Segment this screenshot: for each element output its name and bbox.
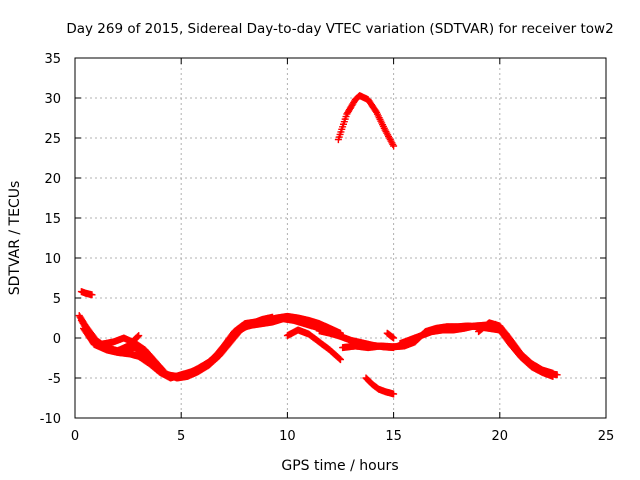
data-point <box>135 332 143 340</box>
y-tick-label: 15 <box>44 212 61 227</box>
series-arc-11 <box>362 374 398 398</box>
x-tick-label: 0 <box>71 429 79 444</box>
series-arc-8 <box>334 92 398 150</box>
data-points <box>75 92 561 398</box>
plot-frame <box>74 57 607 419</box>
data-point <box>389 140 397 148</box>
y-tick-label: 30 <box>44 92 61 107</box>
series-arc-12 <box>383 329 398 342</box>
x-tick-label: 5 <box>177 429 185 444</box>
series-arc-7 <box>283 326 344 364</box>
y-tick-label: 35 <box>44 52 61 67</box>
x-tick-label: 20 <box>492 429 509 444</box>
y-tick-label: -5 <box>48 372 61 387</box>
data-point <box>390 334 398 342</box>
x-tick-label: 10 <box>279 429 296 444</box>
chart-title: Day 269 of 2015, Sidereal Day-to-day VTE… <box>66 21 613 37</box>
data-point <box>336 355 344 363</box>
y-tick-label: 0 <box>53 332 61 347</box>
data-point <box>134 332 142 340</box>
y-tick-label: 25 <box>44 132 61 147</box>
y-tick-labels: -10 -5 0 5 10 15 20 25 30 35 <box>40 52 61 427</box>
y-axis-label: SDTVAR / TECUs <box>7 181 23 296</box>
x-axis-label: GPS time / hours <box>281 458 398 474</box>
y-tick-label: 10 <box>44 252 61 267</box>
data-point <box>553 371 561 379</box>
series-arc-1 <box>77 288 96 299</box>
y-tick-label: 20 <box>44 172 61 187</box>
x-tick-label: 15 <box>385 429 402 444</box>
data-point <box>88 291 96 299</box>
series-arc-15 <box>475 319 557 377</box>
data-point <box>549 369 557 377</box>
data-point <box>390 390 398 398</box>
data-point <box>390 344 398 352</box>
data-point <box>269 313 277 321</box>
x-tick-labels: 0 5 10 15 20 25 <box>71 429 614 444</box>
y-tick-label: 5 <box>53 292 61 307</box>
x-tick-label: 25 <box>598 429 615 444</box>
data-point <box>337 356 344 364</box>
series-arc-10 <box>315 327 398 352</box>
y-tick-label: -10 <box>40 412 61 427</box>
series-arc-6 <box>130 313 277 382</box>
data-point <box>390 142 398 150</box>
